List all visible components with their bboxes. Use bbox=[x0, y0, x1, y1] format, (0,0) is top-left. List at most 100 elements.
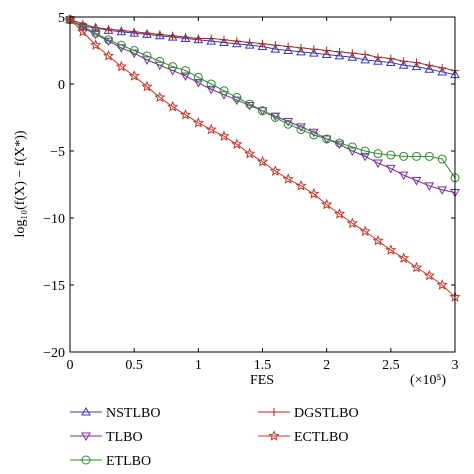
legend-entry-dgstlbo: DGSTLBO bbox=[258, 406, 359, 421]
data-point-ectlbo bbox=[192, 116, 204, 128]
data-point-etlbo bbox=[335, 138, 344, 148]
data-point-tlbo bbox=[334, 140, 345, 150]
data-point-tlbo bbox=[103, 37, 114, 47]
series-line-ectlbo bbox=[69, 19, 456, 298]
x-tick-label: 1 bbox=[195, 358, 202, 373]
data-point-tlbo bbox=[180, 72, 191, 81]
series-etlbo bbox=[65, 15, 460, 183]
data-point-ectlbo bbox=[115, 60, 127, 72]
series-dgstlbo bbox=[66, 15, 459, 75]
legend-label: NSTLBO bbox=[106, 406, 160, 421]
data-point-nstlbo bbox=[116, 26, 127, 36]
data-point-dgstlbo bbox=[117, 26, 126, 35]
data-point-ectlbo bbox=[167, 100, 179, 112]
data-point-tlbo bbox=[283, 118, 294, 127]
data-point-dgstlbo bbox=[374, 53, 382, 62]
data-point-dgstlbo bbox=[425, 61, 434, 70]
y-tick-label: −10 bbox=[43, 212, 65, 227]
data-point-etlbo bbox=[296, 125, 306, 135]
data-point-ectlbo bbox=[141, 80, 153, 92]
data-point-ectlbo bbox=[398, 252, 410, 263]
data-point-nstlbo bbox=[257, 41, 268, 50]
legend-marker bbox=[270, 408, 278, 416]
data-point-nstlbo bbox=[437, 66, 448, 76]
data-point-dgstlbo bbox=[399, 57, 408, 66]
axes: 0 0.5 1 1.5 2 2.5 3 5 0 −5 −10 −15 −20 bbox=[43, 11, 458, 373]
data-point-ectlbo bbox=[333, 208, 346, 219]
data-point-nstlbo bbox=[270, 44, 281, 53]
data-point-ectlbo bbox=[385, 244, 397, 255]
data-point-ectlbo bbox=[154, 91, 166, 103]
legend-label: DGSTLBO bbox=[294, 406, 359, 421]
data-point-nstlbo bbox=[347, 52, 358, 61]
data-point-ectlbo bbox=[308, 187, 320, 199]
data-point-nstlbo bbox=[334, 50, 345, 60]
data-point-nstlbo bbox=[321, 49, 332, 59]
y-tick-label: −20 bbox=[43, 346, 65, 361]
data-point-nstlbo bbox=[283, 45, 294, 54]
data-point-etlbo bbox=[347, 142, 357, 152]
data-point-dgstlbo bbox=[258, 39, 267, 48]
data-point-etlbo bbox=[360, 146, 370, 156]
data-point-dgstlbo bbox=[207, 34, 216, 43]
data-point-etlbo bbox=[373, 149, 383, 159]
data-point-dgstlbo bbox=[309, 45, 318, 54]
legend-label: ETLBO bbox=[106, 454, 151, 469]
x-tick-label: 2.5 bbox=[382, 358, 400, 373]
data-point-dgstlbo bbox=[220, 35, 228, 44]
data-point-etlbo bbox=[232, 92, 242, 102]
data-point-dgstlbo bbox=[271, 41, 280, 50]
data-point-dgstlbo bbox=[194, 34, 203, 43]
x-axis-multiplier: (×10⁵) bbox=[410, 373, 446, 388]
series-layer bbox=[64, 13, 461, 302]
legend-label: TLBO bbox=[106, 430, 143, 445]
legend-marker bbox=[268, 430, 280, 441]
data-point-etlbo bbox=[116, 40, 126, 50]
x-tick-label: 1.5 bbox=[254, 358, 272, 373]
data-point-ectlbo bbox=[423, 269, 435, 281]
data-point-ectlbo bbox=[295, 179, 307, 191]
data-point-etlbo bbox=[245, 99, 255, 109]
data-point-etlbo bbox=[283, 119, 293, 129]
y-tick-label: −5 bbox=[50, 145, 65, 160]
data-point-etlbo bbox=[181, 66, 190, 76]
x-tick-label: 0 bbox=[67, 358, 74, 373]
legend-entry-ectlbo: ECTLBO bbox=[258, 430, 348, 445]
data-point-nstlbo bbox=[167, 32, 178, 41]
data-point-etlbo bbox=[129, 46, 139, 55]
plot-background bbox=[70, 17, 455, 352]
data-point-ectlbo bbox=[282, 173, 294, 184]
data-point-nstlbo bbox=[129, 28, 140, 37]
data-point-etlbo bbox=[168, 62, 178, 72]
legend-entry-etlbo: ETLBO bbox=[70, 454, 151, 469]
data-point-nstlbo bbox=[206, 36, 217, 45]
legend-marker bbox=[81, 432, 91, 442]
data-point-nstlbo bbox=[231, 38, 242, 48]
data-point-dgstlbo bbox=[181, 33, 190, 42]
data-point-tlbo bbox=[385, 164, 396, 174]
plot-area bbox=[70, 17, 455, 352]
legend-marker bbox=[81, 406, 91, 416]
data-point-tlbo bbox=[373, 159, 383, 169]
data-point-ectlbo bbox=[90, 39, 102, 50]
data-point-nstlbo bbox=[244, 40, 255, 49]
data-point-etlbo bbox=[142, 51, 152, 61]
data-point-etlbo bbox=[399, 151, 409, 161]
data-point-dgstlbo bbox=[322, 46, 331, 55]
data-point-dgstlbo bbox=[245, 38, 254, 47]
data-point-nstlbo bbox=[219, 37, 229, 46]
data-point-dgstlbo bbox=[361, 50, 370, 59]
data-point-tlbo bbox=[437, 186, 448, 195]
data-point-dgstlbo bbox=[297, 43, 305, 52]
data-point-ectlbo bbox=[346, 217, 358, 229]
legend-label: ECTLBO bbox=[294, 430, 348, 445]
data-point-ectlbo bbox=[372, 234, 384, 246]
data-point-tlbo bbox=[424, 182, 435, 191]
data-point-dgstlbo bbox=[130, 27, 139, 36]
data-point-ectlbo bbox=[102, 49, 115, 61]
data-point-nstlbo bbox=[103, 25, 114, 34]
legend-marker bbox=[81, 455, 91, 465]
data-point-ectlbo bbox=[269, 165, 281, 176]
data-point-dgstlbo bbox=[386, 54, 395, 63]
